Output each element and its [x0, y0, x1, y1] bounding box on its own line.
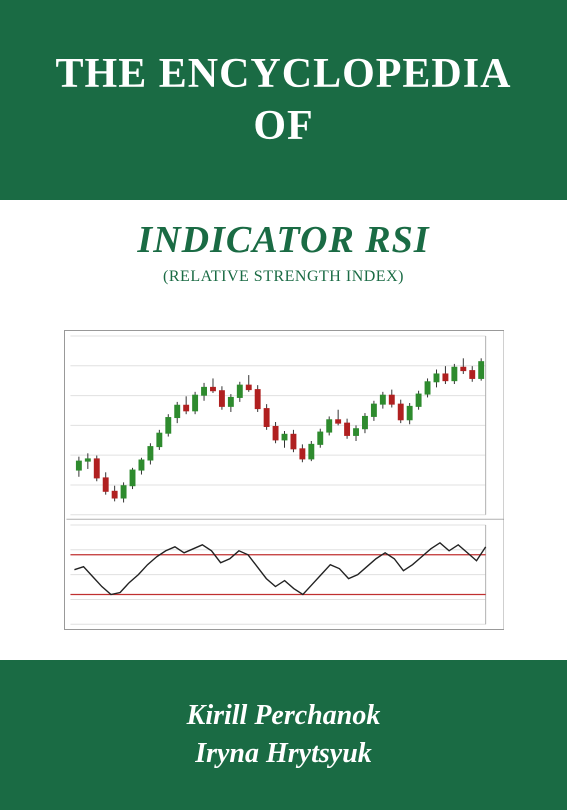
authors-band: Kirill Perchanok Iryna Hrytsyuk: [0, 660, 567, 810]
book-cover: THE ENCYCLOPEDIA OF INDICATOR RSI (RELAT…: [0, 0, 567, 810]
title-line-2: OF: [253, 100, 313, 153]
author-2: Iryna Hrytsyuk: [195, 738, 372, 770]
title-line-1: THE ENCYCLOPEDIA: [56, 48, 512, 101]
subtitle: (RELATIVE STRENGTH INDEX): [163, 268, 404, 286]
rsi-line-chart: [65, 520, 505, 629]
author-1: Kirill Perchanok: [187, 700, 381, 732]
indicator-title: INDICATOR RSI: [137, 218, 429, 262]
middle-content-band: INDICATOR RSI (RELATIVE STRENGTH INDEX): [0, 200, 567, 660]
price-candlestick-chart: [65, 331, 505, 520]
top-title-band: THE ENCYCLOPEDIA OF: [0, 0, 567, 200]
chart-container: [64, 330, 504, 630]
